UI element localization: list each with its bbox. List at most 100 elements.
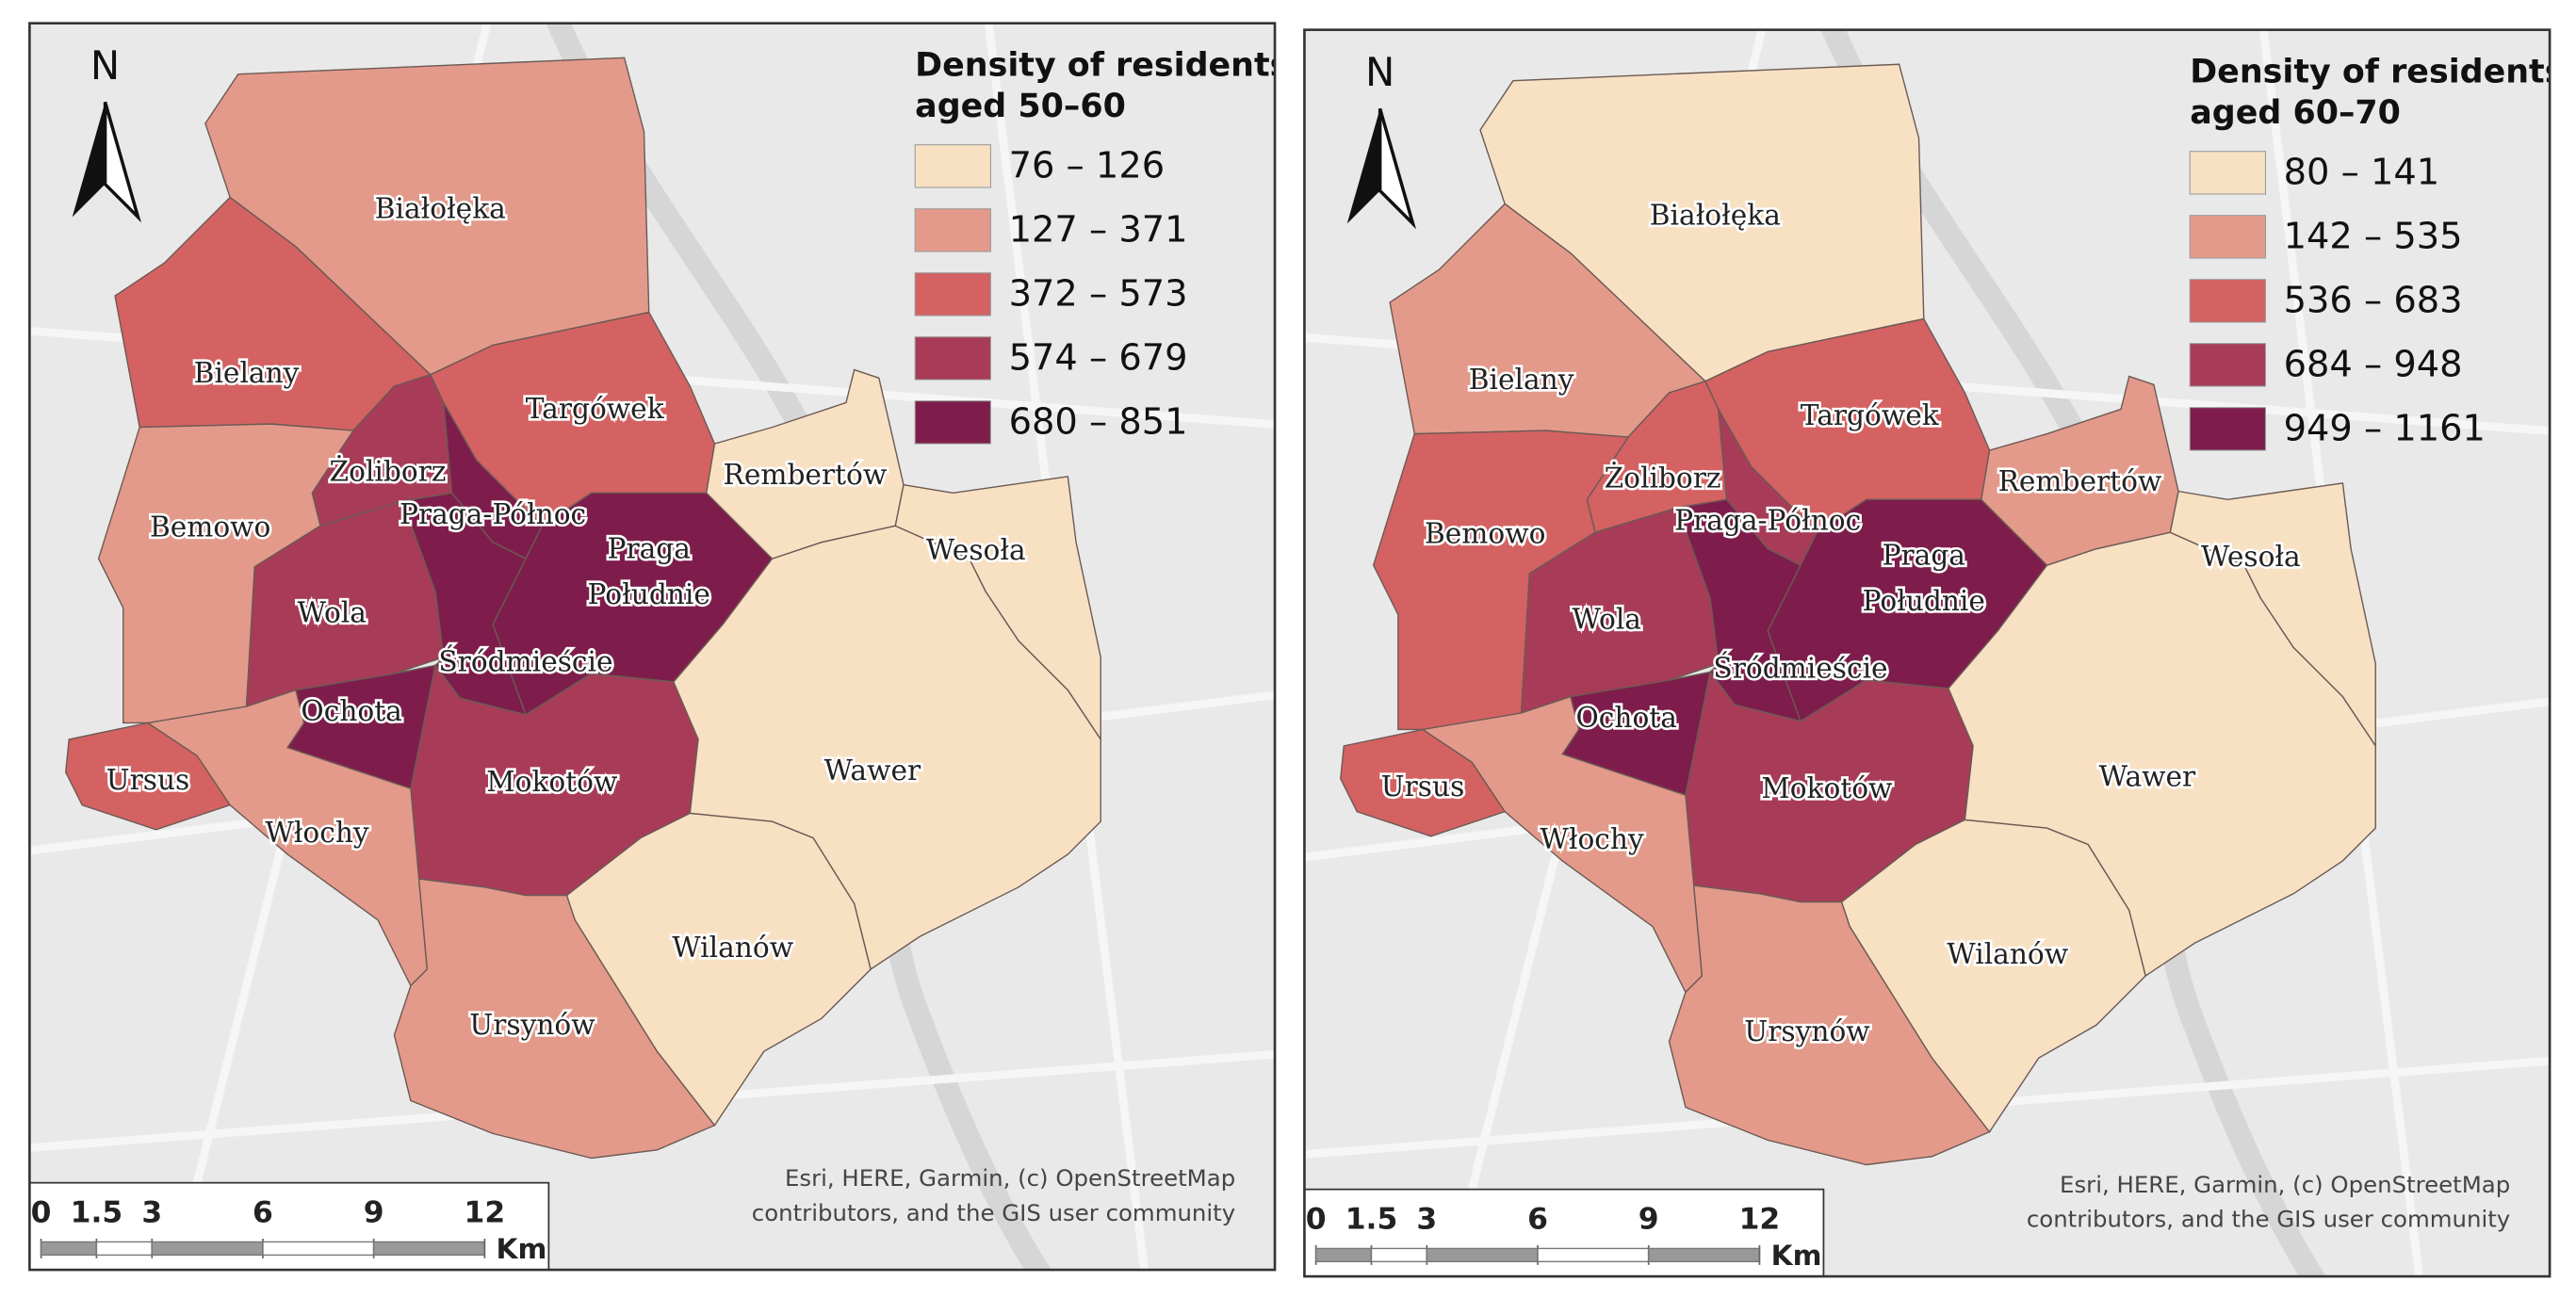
scale-segment <box>1426 1247 1539 1263</box>
legend-label: 949 – 1161 <box>2284 408 2486 450</box>
scale-tick-label: 3 <box>1416 1202 1437 1236</box>
scale-tick-label: 12 <box>1739 1202 1781 1236</box>
district-label: Praga-Północ <box>1674 504 1861 537</box>
legend-swatch <box>2189 279 2266 323</box>
scale-tick-label: 1.5 <box>1345 1202 1398 1236</box>
scale-segment <box>372 1241 486 1257</box>
scale-segment <box>95 1241 153 1257</box>
district-label: Śródmieście <box>1713 651 1887 685</box>
legend-title: aged 50–60 <box>915 88 1126 125</box>
legend-title: Density of residents <box>2190 53 2564 90</box>
scale-tick-label: 0 <box>1306 1202 1327 1236</box>
legend-title: aged 60–70 <box>2190 94 2401 132</box>
district <box>2169 482 2376 749</box>
attribution: Esri, HERE, Garmin, (c) OpenStreetMap <box>2060 1171 2510 1198</box>
legend-swatch <box>2189 151 2266 195</box>
district-label: Targówek <box>526 392 665 425</box>
district-label: Włochy <box>1540 822 1644 855</box>
district-label: Rembertów <box>724 458 888 491</box>
legend-label: 76 – 126 <box>1009 145 1166 187</box>
attribution: contributors, and the GIS user community <box>2027 1206 2510 1233</box>
north-arrow <box>1378 107 1417 230</box>
legend-label: 372 – 573 <box>1009 273 1188 316</box>
district-label: Żoliborz <box>330 454 447 487</box>
district-label: Bemowo <box>1425 517 1545 550</box>
attribution: contributors, and the GIS user community <box>752 1199 1235 1226</box>
scale-tick-label: 0 <box>31 1196 52 1230</box>
district-label: Rembertów <box>1998 464 2162 497</box>
district-label: Ursus <box>1381 770 1465 803</box>
district-label: Białołęka <box>375 191 506 224</box>
scale-segment <box>1314 1247 1373 1263</box>
district-label: Bemowo <box>150 511 270 544</box>
district-label: Ochota <box>301 694 401 727</box>
scale-tick-label: 6 <box>1527 1202 1548 1236</box>
legend-swatch <box>914 272 991 316</box>
legend-swatch <box>2189 343 2266 387</box>
panel-frame <box>1303 28 2552 1278</box>
district-label: Ursynów <box>469 1008 595 1041</box>
map-body: Białołęka Bielany Targówek Żoliborz Bemowo Pr… <box>1304 29 2564 1277</box>
district-label: Ursus <box>106 763 190 796</box>
legend-swatch <box>914 208 991 252</box>
district-label: Wilanów <box>672 931 793 964</box>
district-label: Żoliborz <box>1605 461 1721 494</box>
district <box>1981 375 2179 566</box>
legend-label: 127 – 371 <box>1009 209 1188 251</box>
district-label: Bielany <box>194 356 300 389</box>
district <box>1668 884 1991 1166</box>
district-label: Włochy <box>265 816 369 849</box>
north-arrow <box>103 101 141 223</box>
scale-tick-label: 9 <box>364 1196 384 1230</box>
scale-unit: Km <box>1771 1239 1822 1272</box>
district-label: Wola <box>1573 602 1641 635</box>
legend-swatch <box>914 400 991 445</box>
north-arrow <box>1346 108 1380 224</box>
scale-segment <box>262 1241 375 1257</box>
district-label: Wola <box>298 595 367 628</box>
scale-segment <box>1537 1247 1650 1263</box>
district-label: Wesoła <box>926 533 1026 566</box>
scale-segment <box>1648 1247 1761 1263</box>
legend-label: 80 – 141 <box>2284 152 2440 194</box>
scale-tick-label: 1.5 <box>71 1196 123 1230</box>
scale-tick-label: 6 <box>253 1196 273 1230</box>
district-label: Praga <box>1883 538 1965 571</box>
legend-label: 574 – 679 <box>1009 337 1188 380</box>
district-label: Białołęka <box>1650 198 1781 231</box>
district-label: Ochota <box>1575 701 1676 734</box>
district-label: Południe <box>1863 584 1985 617</box>
legend-swatch <box>2189 407 2266 451</box>
attribution: Esri, HERE, Garmin, (c) OpenStreetMap <box>785 1164 1235 1192</box>
scale-tick-label: 9 <box>1639 1202 1659 1236</box>
district-label: Ursynów <box>1744 1014 1869 1047</box>
panel-frame <box>28 22 1277 1272</box>
map-panel: Białołęka Bielany Targówek Żoliborz Bemowo Pr… <box>1303 28 2564 1278</box>
district <box>894 476 1101 742</box>
scale-segment <box>151 1241 264 1257</box>
scale-tick-label: 3 <box>141 1196 162 1230</box>
scale-unit: Km <box>497 1232 547 1265</box>
district-label: Wesoła <box>2201 540 2301 573</box>
district-label: Wilanów <box>1947 937 2068 970</box>
district-label: Śródmieście <box>438 644 612 678</box>
legend-label: 536 – 683 <box>2284 280 2463 322</box>
district-label: Mokotów <box>486 765 617 798</box>
district-label: Wawer <box>824 754 921 787</box>
district <box>393 878 716 1160</box>
legend-swatch <box>914 144 991 188</box>
district-label: Wawer <box>2099 760 2196 793</box>
legend-swatch <box>2189 215 2266 259</box>
map-body: Białołęka Bielany Targówek Żoliborz Bemowo Pr… <box>29 23 1276 1271</box>
district-label: Praga <box>608 531 691 564</box>
scale-tick-label: 12 <box>465 1196 506 1230</box>
map-panel: Białołęka Bielany Targówek Żoliborz Bemowo Pr… <box>28 22 1277 1272</box>
district-label: Mokotów <box>1761 771 1892 804</box>
north-label: N <box>90 42 120 89</box>
district-label: Bielany <box>1469 363 1574 396</box>
district-label: Targówek <box>1801 398 1940 431</box>
legend-label: 684 – 948 <box>2284 344 2463 386</box>
scale-segment <box>1370 1247 1428 1263</box>
legend-label: 142 – 535 <box>2284 216 2463 258</box>
